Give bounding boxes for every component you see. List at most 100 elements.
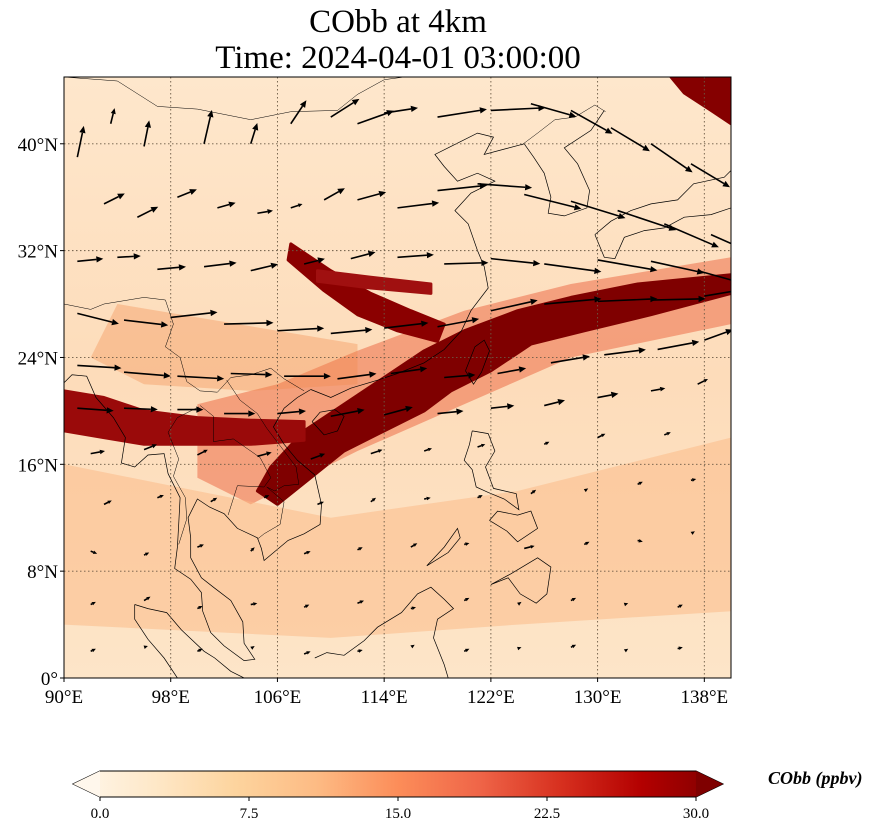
wind-vector-layer xyxy=(76,98,731,655)
main-plume xyxy=(255,273,731,506)
wind-arrow xyxy=(383,405,413,416)
wind-arrow xyxy=(524,193,582,211)
wind-arrow xyxy=(490,257,541,267)
border-china-vietnam xyxy=(64,297,305,393)
japan-kyushu-honshu xyxy=(594,170,731,259)
wind-arrow xyxy=(210,497,218,503)
y-tick-label: 24°N xyxy=(18,348,59,369)
wind-arrow xyxy=(197,606,203,610)
x-tick-label: 90°E xyxy=(45,687,83,708)
y-axis-ticks: 0° 8°N 16°N 24°N 32°N 40°N xyxy=(18,135,64,690)
wind-arrow xyxy=(677,604,683,608)
visayas xyxy=(489,510,539,543)
wind-arrow xyxy=(677,646,683,650)
wind-arrow xyxy=(250,547,255,552)
luzon xyxy=(463,430,520,511)
wind-arrow xyxy=(103,500,112,506)
colorbar-label: CObb (ppbv) xyxy=(768,768,863,788)
wind-arrow xyxy=(410,606,416,610)
x-axis-ticks: 90°E 98°E 106°E 114°E 122°E 130°E 138°E xyxy=(45,678,728,708)
wind-arrow xyxy=(90,550,98,554)
wind-arrow xyxy=(437,408,464,415)
wind-arrow xyxy=(530,489,537,495)
wind-arrow xyxy=(544,399,565,407)
y-tick-label: 0° xyxy=(41,669,58,690)
wind-arrow xyxy=(76,125,86,158)
wind-arrow xyxy=(710,233,731,245)
wind-arrow xyxy=(530,102,577,118)
wind-arrow xyxy=(197,648,203,653)
wind-arrow xyxy=(197,449,208,456)
wind-arrow xyxy=(203,110,214,144)
wind-arrow xyxy=(423,447,432,452)
wind-arrow xyxy=(444,372,476,379)
wind-arrow xyxy=(650,295,706,303)
borneo-north xyxy=(314,586,455,678)
border-thai-burma xyxy=(167,406,199,545)
wind-arrow xyxy=(657,339,700,351)
colorbar-tick-label: 0.0 xyxy=(91,806,110,822)
wind-arrow xyxy=(437,317,480,328)
wind-arrow xyxy=(90,449,105,455)
north-thin-band xyxy=(316,269,433,295)
wind-arrow xyxy=(524,545,535,550)
wind-arrow xyxy=(224,410,256,417)
wind-arrow xyxy=(410,543,418,548)
colorbar-tick-label: 7.5 xyxy=(240,806,259,822)
wind-arrow xyxy=(697,269,731,281)
hainan xyxy=(311,409,345,436)
wind-arrow xyxy=(123,406,158,413)
wind-arrow xyxy=(357,600,364,604)
wind-arrow xyxy=(424,496,431,501)
wind-arrow xyxy=(477,495,483,499)
wind-arrow xyxy=(637,481,643,486)
wind-arrow xyxy=(277,408,306,415)
wind-arrow xyxy=(330,408,365,418)
wind-arrow xyxy=(664,432,671,436)
chart-title-line-2: Time: 2024-04-01 03:00:00 xyxy=(215,40,581,76)
wind-arrow xyxy=(224,319,274,327)
wind-arrow xyxy=(330,327,373,335)
wind-arrow xyxy=(143,120,151,147)
wind-arrow xyxy=(517,601,522,606)
wind-arrow xyxy=(550,354,590,364)
wind-arrow xyxy=(123,371,171,379)
y-tick-label: 32°N xyxy=(18,242,59,263)
chart-title-line-1: CObb at 4km xyxy=(309,4,487,40)
wind-arrow xyxy=(263,495,270,499)
wind-arrow xyxy=(303,257,325,265)
wind-arrow xyxy=(357,547,363,551)
wind-arrow xyxy=(177,406,204,413)
wind-arrow xyxy=(290,203,303,209)
wind-arrow xyxy=(384,320,429,329)
y-tick-label: 16°N xyxy=(18,455,59,476)
wind-arrow xyxy=(463,648,470,653)
wind-arrow xyxy=(477,183,533,191)
wind-arrow xyxy=(704,329,731,341)
wind-arrow xyxy=(517,646,522,651)
colorbar-tick-label: 15.0 xyxy=(385,806,411,822)
wind-arrow xyxy=(123,319,169,328)
wind-arrow xyxy=(697,379,708,385)
wind-arrow xyxy=(177,189,197,198)
x-tick-label: 114°E xyxy=(361,687,408,708)
wind-arrow xyxy=(597,259,658,273)
wind-arrow xyxy=(303,551,311,555)
colorbar-max-extension xyxy=(696,771,723,797)
indochina-coast xyxy=(64,374,322,661)
wind-arrow xyxy=(370,449,383,455)
wind-arrow xyxy=(690,478,697,482)
colorbar: 0.0 7.5 15.0 22.5 30.0 xyxy=(71,770,725,822)
colorbar-ticks: 0.0 7.5 15.0 22.5 30.0 xyxy=(91,797,709,822)
wind-arrow xyxy=(357,190,387,201)
wind-arrow xyxy=(170,309,218,319)
concentration-layer xyxy=(64,77,731,506)
colorbar-tick-label: 22.5 xyxy=(534,806,560,822)
colorbar-body xyxy=(71,770,725,798)
wind-arrow xyxy=(597,433,606,439)
wind-arrow xyxy=(410,644,415,649)
wind-arrow xyxy=(464,542,470,546)
wind-arrow xyxy=(397,200,440,209)
border-china-korea xyxy=(521,104,606,146)
